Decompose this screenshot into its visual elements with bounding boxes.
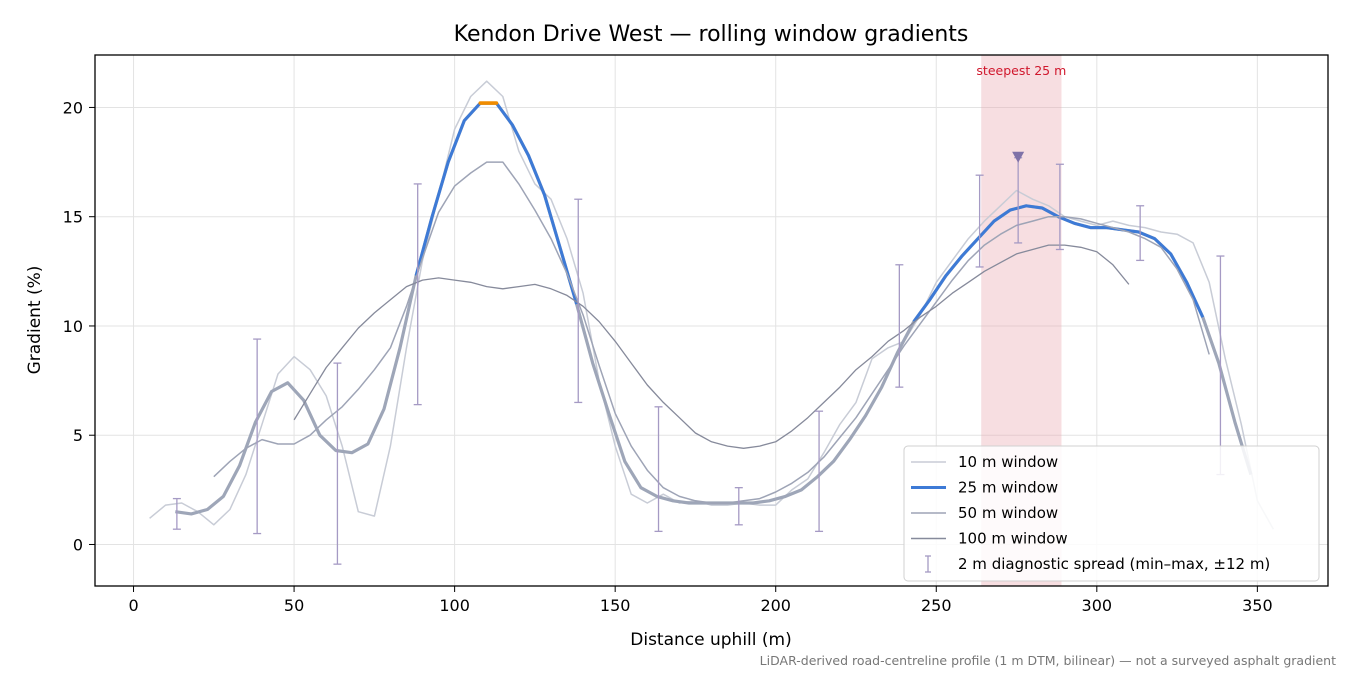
grid bbox=[95, 55, 1328, 586]
x-axis-label: Distance uphill (m) bbox=[630, 630, 791, 650]
steepest-marker bbox=[1012, 151, 1025, 163]
series-line-2 bbox=[213, 161, 1210, 504]
legend-label: 100 m window bbox=[958, 530, 1068, 548]
y-tick-label: 10 bbox=[63, 317, 83, 336]
x-tick-label: 50 bbox=[284, 596, 304, 615]
y-tick-label: 15 bbox=[63, 208, 83, 227]
plot-frame bbox=[94, 54, 1329, 587]
x-tick-label: 0 bbox=[128, 596, 138, 615]
x-tick-label: 250 bbox=[921, 596, 952, 615]
series-line-3 bbox=[293, 244, 1130, 449]
legend: 10 m window 25 m window 50 m window 100 m w… bbox=[903, 445, 1320, 582]
x-tick-label: 350 bbox=[1242, 596, 1273, 615]
chart-title: Kendon Drive West — rolling window gradi… bbox=[454, 22, 969, 47]
x-tick-label: 150 bbox=[600, 596, 631, 615]
legend-label: 25 m window bbox=[958, 479, 1058, 497]
legend-box bbox=[903, 445, 1320, 582]
steepest-band-label: steepest 25 m bbox=[976, 63, 1066, 78]
y-axis-label: Gradient (%) bbox=[25, 266, 45, 375]
error-bar-group bbox=[172, 151, 1225, 565]
series-group bbox=[149, 80, 1275, 530]
y-tick-label: 0 bbox=[73, 535, 83, 554]
x-tick-label: 300 bbox=[1082, 596, 1113, 615]
y-tick-label: 20 bbox=[63, 98, 83, 117]
footnote: LiDAR-derived road-centreline profile (1… bbox=[760, 653, 1336, 668]
y-tick-label: 5 bbox=[73, 426, 83, 445]
axis-ticks: 0 50 100 150 200 250 300 350 0 5 10 15 20 bbox=[63, 98, 1273, 615]
legend-label: 2 m diagnostic spread (min–max, ±12 m) bbox=[958, 555, 1270, 573]
legend-label: 10 m window bbox=[958, 453, 1058, 471]
x-tick-label: 200 bbox=[760, 596, 791, 615]
legend-label: 50 m window bbox=[958, 504, 1058, 522]
x-tick-label: 100 bbox=[439, 596, 470, 615]
